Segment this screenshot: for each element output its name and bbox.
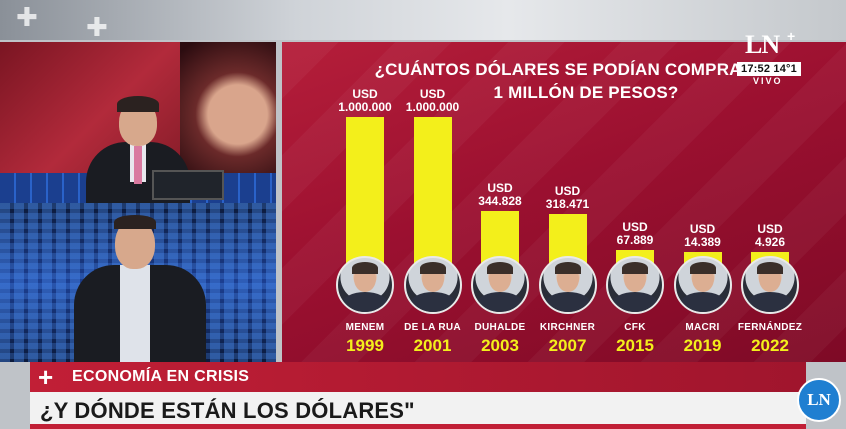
- president-name: KIRCHNER: [539, 322, 596, 333]
- clock-temperature: 14°1: [773, 63, 797, 75]
- logo-text: LN: [745, 30, 780, 59]
- headline-accent-strip: [30, 424, 806, 429]
- president-portrait: [471, 256, 529, 314]
- president-portrait: [606, 256, 664, 314]
- portrait-suit: [477, 292, 523, 312]
- president-portrait: [538, 256, 597, 314]
- bar-value-number: 14.389: [684, 235, 721, 249]
- bar-value-prefix: USD: [622, 220, 648, 235]
- bar-value-number: 67.889: [616, 233, 654, 248]
- portrait-hair: [352, 262, 378, 274]
- portrait-suit: [544, 292, 591, 312]
- bar-value-number: 318.471: [545, 197, 590, 212]
- president-name: DUHALDE: [474, 322, 526, 333]
- chart-title: ¿CUÁNTOS DÓLARES SE PODÍAN COMPRAR CON 1…: [346, 58, 826, 104]
- plus-icon: +: [38, 362, 54, 392]
- chart-column: USD 67.889 CFK 2015: [600, 42, 670, 362]
- bar-value-prefix: USD: [757, 222, 783, 236]
- section-label: ECONOMÍA EN CRISIS: [72, 368, 250, 385]
- chart-column: USD 14.389 MACRI 2019: [668, 42, 738, 362]
- portrait-hair: [622, 262, 648, 274]
- guest-hair: [114, 215, 156, 229]
- bar-value-prefix: USD: [689, 222, 716, 236]
- chart-bar: [413, 117, 452, 268]
- bar-value-prefix: USD: [554, 184, 581, 199]
- ln-badge-icon: LN: [797, 378, 841, 422]
- laptop: [152, 170, 224, 200]
- dollar-purchasing-chart: ¿CUÁNTOS DÓLARES SE PODÍAN COMPRAR CON 1…: [282, 42, 846, 362]
- chart-title-line-2: 1 MILLÓN DE PESOS?: [493, 83, 679, 102]
- portrait-suit: [409, 292, 456, 312]
- bar-value-label: USD 1.000.000: [398, 88, 468, 114]
- president-portrait: [336, 256, 394, 314]
- guest-camera-feed: [0, 203, 276, 362]
- chart-column: USD 4.926 FERNÁNDEZ 2022: [735, 42, 805, 362]
- president-portrait: [741, 256, 799, 314]
- bar-value-prefix: USD: [419, 87, 446, 101]
- president-portrait: [403, 256, 462, 314]
- chart-column: USD 1.000.000 DE LA RUA 2001: [398, 42, 468, 362]
- president-name: MENEM: [345, 322, 385, 333]
- chart-column: USD 344.828 DUHALDE 2003: [465, 42, 535, 362]
- bar-value-prefix: USD: [487, 180, 513, 195]
- portrait-hair: [487, 262, 513, 274]
- headline-text: ¿Y DÓNDE ESTÁN LOS DÓLARES": [40, 398, 415, 423]
- bar-value-prefix: USD: [352, 87, 378, 101]
- chart-column: USD 1.000.000 MENEM 1999: [330, 42, 400, 362]
- bar-value-label: USD 318.471: [533, 185, 603, 211]
- bar-value-label: USD 14.389: [668, 223, 738, 249]
- portrait-suit: [679, 292, 726, 312]
- bar-value-label: USD 1.000.000: [330, 88, 400, 114]
- chart-title-line-1: ¿CUÁNTOS DÓLARES SE PODÍAN COMPRAR CON: [374, 60, 798, 79]
- bar-value-number: 1.000.000: [405, 100, 460, 114]
- president-name: CFK: [624, 322, 646, 333]
- president-name: MACRI: [685, 322, 720, 333]
- portrait-hair: [689, 262, 716, 274]
- president-portrait: [673, 256, 732, 314]
- bar-value-label: USD 4.926: [735, 223, 805, 249]
- anchor-camera-feed: [0, 42, 276, 203]
- president-name: DE LA RUA: [404, 322, 461, 333]
- channel-logo: LN + 17:52 14°1 VIVO: [737, 28, 807, 86]
- president-name: FERNÁNDEZ: [737, 322, 803, 333]
- anchor-tie: [134, 146, 142, 184]
- bar-value-label: USD 344.828: [465, 180, 535, 208]
- live-indicator: VIVO: [753, 76, 783, 86]
- studio-background: [0, 0, 846, 40]
- category-year-label: 2007: [548, 336, 587, 355]
- category-year-label: 2003: [481, 336, 519, 355]
- portrait-hair: [419, 262, 446, 274]
- chart-bar: [346, 117, 384, 268]
- anchor-hair: [117, 96, 159, 112]
- portrait-suit: [342, 292, 388, 312]
- category-year-label: 2015: [616, 336, 654, 355]
- category-year-label: 2019: [683, 336, 722, 355]
- clock-readout: 17:52 14°1: [737, 62, 801, 76]
- portrait-hair: [554, 262, 581, 274]
- logo-plus-icon: +: [787, 28, 796, 44]
- category-year-label: 2022: [751, 336, 789, 355]
- category-year-label: 2001: [413, 336, 452, 355]
- category-year-label: 1999: [346, 336, 384, 355]
- bar-value-number: 1.000.000: [338, 100, 392, 114]
- bar-value-number: 344.828: [478, 193, 522, 208]
- portrait-suit: [612, 292, 658, 312]
- headline-bar: ¿Y DÓNDE ESTÁN LOS DÓLARES": [30, 392, 806, 429]
- section-tag: + ECONOMÍA EN CRISIS: [30, 362, 806, 392]
- guest-shirt: [120, 265, 150, 362]
- plus-decoration-icon: ✚: [86, 12, 108, 42]
- clock-time: 17:52: [741, 63, 771, 75]
- portrait-suit: [747, 292, 793, 312]
- bar-value-label: USD 67.889: [600, 221, 670, 247]
- bar-value-number: 4.926: [754, 235, 786, 249]
- portrait-hair: [757, 262, 783, 274]
- chart-column: USD 318.471 KIRCHNER 2007: [533, 42, 603, 362]
- plus-decoration-icon: ✚: [16, 2, 38, 32]
